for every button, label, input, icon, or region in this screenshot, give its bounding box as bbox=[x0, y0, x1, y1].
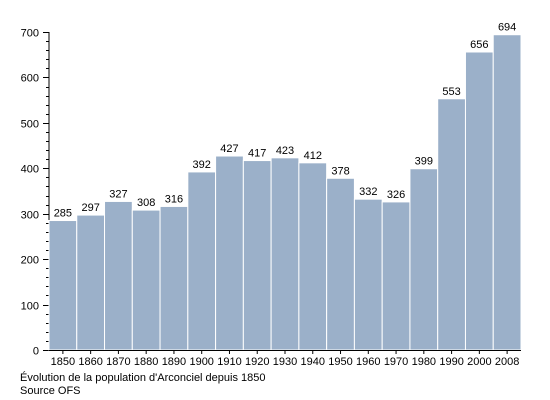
bar bbox=[215, 155, 244, 351]
bar-value-label: 412 bbox=[304, 150, 322, 162]
x-tick-label: 1970 bbox=[384, 356, 408, 368]
x-tick-label: 2008 bbox=[495, 356, 519, 368]
y-tick-label: 300 bbox=[21, 210, 39, 222]
x-tick-label: 1950 bbox=[328, 356, 352, 368]
bar-value-label: 297 bbox=[81, 202, 99, 214]
chart-source: Source OFS bbox=[20, 385, 81, 397]
bar bbox=[270, 157, 300, 351]
x-tick-label: 1910 bbox=[217, 356, 241, 368]
y-tick-label: 400 bbox=[21, 164, 39, 176]
bar bbox=[159, 205, 189, 351]
bar-value-label: 694 bbox=[498, 22, 516, 34]
chart-caption: Évolution de la population d'Arconciel d… bbox=[20, 372, 266, 384]
bar bbox=[437, 98, 466, 351]
bar bbox=[131, 209, 161, 351]
bar bbox=[326, 177, 355, 351]
x-tick-label: 1980 bbox=[412, 356, 436, 368]
bar-value-label: 423 bbox=[276, 145, 294, 157]
bar-value-label: 399 bbox=[415, 156, 433, 168]
bar-value-label: 392 bbox=[193, 159, 211, 171]
x-tick-label: 1920 bbox=[245, 356, 269, 368]
x-tick-label: 1870 bbox=[106, 356, 130, 368]
bar bbox=[76, 214, 106, 351]
y-tick-label: 0 bbox=[33, 346, 39, 358]
bar bbox=[353, 198, 383, 351]
bar bbox=[381, 201, 411, 351]
bar-value-label: 427 bbox=[220, 143, 238, 155]
bar-value-label: 332 bbox=[359, 186, 377, 198]
x-tick-label: 1990 bbox=[439, 356, 463, 368]
y-tick-label: 200 bbox=[21, 255, 39, 267]
bar-value-label: 656 bbox=[470, 39, 488, 51]
bar bbox=[104, 200, 133, 351]
bar-value-label: 417 bbox=[248, 148, 266, 160]
x-tick-label: 1930 bbox=[273, 356, 297, 368]
y-tick-label: 700 bbox=[21, 28, 39, 40]
x-tick-label: 1850 bbox=[51, 356, 75, 368]
bar bbox=[242, 160, 272, 351]
bar bbox=[464, 51, 494, 351]
bar-value-label: 378 bbox=[331, 165, 349, 177]
bar-value-label: 326 bbox=[387, 189, 405, 201]
bar-value-label: 553 bbox=[442, 86, 460, 98]
bar bbox=[409, 168, 439, 351]
bar bbox=[48, 220, 78, 351]
x-tick-label: 1890 bbox=[162, 356, 186, 368]
x-tick-label: 1940 bbox=[301, 356, 325, 368]
x-tick-label: 1960 bbox=[356, 356, 380, 368]
bar bbox=[492, 34, 522, 351]
x-tick-label: 2000 bbox=[467, 356, 491, 368]
bar-value-label: 308 bbox=[137, 197, 155, 209]
y-tick-label: 500 bbox=[21, 119, 39, 131]
y-tick-label: 100 bbox=[21, 301, 39, 313]
x-axis: 1850 1860 1870 1880 1890 1900 1910 1920 1930 1940… bbox=[49, 350, 521, 368]
x-tick-label: 1900 bbox=[189, 356, 213, 368]
x-tick-label: 1860 bbox=[78, 356, 102, 368]
bar-value-label: 327 bbox=[109, 188, 127, 200]
bar bbox=[298, 162, 328, 351]
x-tick-label: 1880 bbox=[134, 356, 158, 368]
y-tick-label: 600 bbox=[21, 73, 39, 85]
bar bbox=[187, 171, 217, 351]
y-axis: 0 100 200 300 400 500 600 700 bbox=[21, 28, 50, 358]
bars-group: 285 297 327 308 316 392 427 417 423 412 378 332 326 3… bbox=[48, 22, 522, 351]
bar-value-label: 285 bbox=[54, 208, 72, 220]
bar-value-label: 316 bbox=[165, 193, 183, 205]
